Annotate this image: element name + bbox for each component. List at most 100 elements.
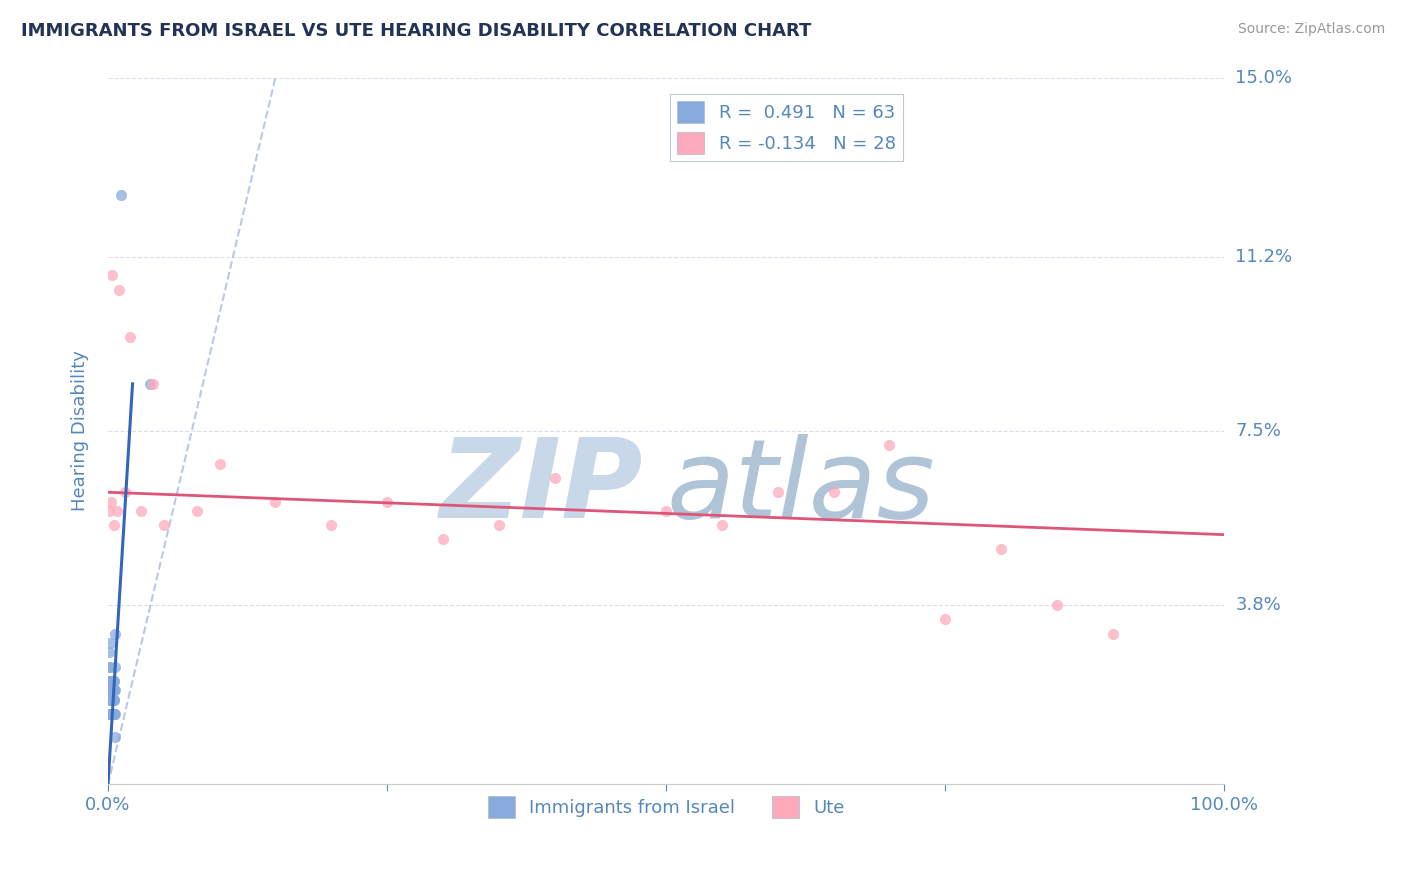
Point [823, 485, 845, 500]
Point [101, 706, 124, 721]
Text: IMMIGRANTS FROM ISRAEL VS UTE HEARING DISABILITY CORRELATION CHART: IMMIGRANTS FROM ISRAEL VS UTE HEARING DI… [21, 22, 811, 40]
Point [100, 692, 122, 706]
Legend: Immigrants from Israel, Ute: Immigrants from Israel, Ute [481, 789, 852, 825]
Point [100, 683, 122, 698]
Point [100, 636, 122, 650]
Point [655, 504, 678, 518]
Point [103, 683, 125, 698]
Point [432, 533, 454, 547]
Point [98, 645, 121, 659]
Point [103, 673, 125, 688]
Point [103, 673, 125, 688]
Point [101, 673, 124, 688]
Point [543, 471, 565, 485]
Point [98, 706, 121, 721]
Point [100, 706, 122, 721]
Point [375, 494, 398, 508]
Point [1046, 599, 1069, 613]
Point [101, 692, 124, 706]
Point [98, 683, 121, 698]
Point [1101, 626, 1123, 640]
Point [100, 706, 122, 721]
Point [104, 731, 127, 745]
Point [108, 283, 131, 297]
Point [101, 683, 124, 698]
Point [153, 518, 176, 533]
Point [98, 673, 121, 688]
Point [101, 692, 124, 706]
Point [321, 518, 343, 533]
Point [101, 683, 124, 698]
Point [139, 376, 162, 391]
Text: ZIP: ZIP [440, 434, 644, 541]
Point [98, 692, 121, 706]
Point [97, 706, 120, 721]
Text: atlas: atlas [666, 434, 935, 541]
Text: 3.8%: 3.8% [1236, 597, 1281, 615]
Point [98, 659, 121, 673]
Point [142, 376, 165, 391]
Point [100, 673, 122, 688]
Point [101, 706, 124, 721]
Text: Source: ZipAtlas.com: Source: ZipAtlas.com [1237, 22, 1385, 37]
Point [100, 683, 122, 698]
Point [103, 706, 125, 721]
Point [97, 673, 120, 688]
Text: 11.2%: 11.2% [1236, 248, 1292, 266]
Point [990, 541, 1012, 556]
Point [101, 683, 124, 698]
Point [103, 706, 125, 721]
Point [101, 673, 124, 688]
Text: 15.0%: 15.0% [1236, 69, 1292, 87]
Point [105, 504, 128, 518]
Point [98, 683, 121, 698]
Y-axis label: Hearing Disability: Hearing Disability [72, 351, 89, 511]
Point [934, 612, 956, 626]
Point [103, 706, 125, 721]
Point [97, 683, 120, 698]
Point [120, 329, 142, 343]
Point [101, 268, 124, 283]
Point [114, 485, 136, 500]
Point [100, 692, 122, 706]
Point [103, 692, 125, 706]
Text: 7.5%: 7.5% [1236, 422, 1281, 440]
Point [131, 504, 153, 518]
Point [100, 683, 122, 698]
Point [101, 692, 124, 706]
Point [766, 485, 789, 500]
Point [103, 706, 125, 721]
Point [104, 626, 127, 640]
Point [101, 706, 124, 721]
Point [264, 494, 287, 508]
Point [98, 706, 121, 721]
Point [104, 659, 127, 673]
Point [100, 494, 122, 508]
Point [98, 706, 121, 721]
Point [103, 683, 125, 698]
Point [103, 706, 125, 721]
Point [101, 692, 124, 706]
Point [103, 683, 125, 698]
Point [98, 706, 121, 721]
Point [104, 683, 127, 698]
Point [100, 706, 122, 721]
Point [97, 504, 120, 518]
Point [101, 706, 124, 721]
Point [97, 673, 120, 688]
Point [97, 683, 120, 698]
Point [208, 457, 231, 471]
Point [103, 518, 125, 533]
Point [98, 683, 121, 698]
Point [110, 188, 132, 202]
Point [488, 518, 510, 533]
Point [103, 683, 125, 698]
Point [98, 692, 121, 706]
Point [100, 706, 122, 721]
Point [879, 438, 901, 452]
Point [98, 683, 121, 698]
Point [103, 692, 125, 706]
Point [186, 504, 208, 518]
Point [711, 518, 734, 533]
Point [100, 673, 122, 688]
